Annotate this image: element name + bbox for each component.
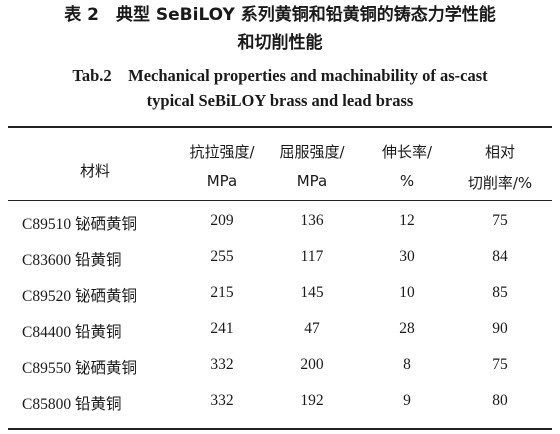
cell-yield: 117	[300, 248, 324, 265]
cell-elongation: 8	[403, 356, 411, 373]
cell-elongation: 30	[399, 248, 415, 265]
cell-yield: 136	[300, 212, 324, 229]
caption-cn-line2: 和切削性能	[237, 33, 323, 53]
caption-cn-line1: 表 2 典型 SeBiLOY 系列黄铜和铅黄铜的铸态力学性能	[64, 5, 496, 25]
cell-yield: 145	[300, 284, 324, 301]
table-top-rule	[8, 126, 552, 128]
header-tensile-line2: MPa	[206, 172, 238, 190]
cell-material: C83600 铅黄铜	[22, 252, 122, 269]
header-yield-line1: 屈服强度/	[279, 143, 345, 161]
cell-material: C84400 铅黄铜	[22, 324, 122, 341]
cell-machinability: 84	[492, 248, 508, 265]
header-machinability-line2: 切削率/%	[467, 174, 533, 192]
header-tensile-line1: 抗拉强度/	[189, 143, 255, 161]
cell-machinability: 75	[492, 356, 508, 373]
cell-yield: 47	[304, 320, 320, 337]
cell-machinability: 80	[492, 392, 508, 409]
cell-machinability: 90	[492, 320, 508, 337]
header-elongation-line2: %	[399, 172, 415, 190]
cell-elongation: 9	[403, 392, 411, 409]
header-elongation-line1: 伸长率/	[381, 143, 433, 161]
cell-yield: 192	[300, 392, 324, 409]
table-header-rule	[8, 200, 552, 201]
cell-elongation: 28	[399, 320, 415, 337]
caption-en-line1: Tab.2 Mechanical properties and machinab…	[72, 66, 488, 85]
cell-tensile: 209	[210, 212, 234, 229]
cell-elongation: 10	[399, 284, 415, 301]
cell-elongation: 12	[399, 212, 415, 229]
cell-material: C89550 铋硒黄铜	[22, 360, 137, 377]
header-material: 材料	[79, 162, 110, 180]
header-yield-line2: MPa	[296, 172, 328, 190]
cell-tensile: 215	[210, 284, 234, 301]
cell-material: C89510 铋硒黄铜	[22, 216, 137, 233]
cell-machinability: 85	[492, 284, 508, 301]
table-bottom-rule	[8, 428, 552, 430]
cell-tensile: 255	[210, 248, 234, 265]
caption-en-line2: typical SeBiLOY brass and lead brass	[146, 91, 414, 110]
cell-tensile: 241	[210, 320, 234, 337]
cell-material: C89520 铋硒黄铜	[22, 288, 137, 305]
header-machinability-line1: 相对	[484, 143, 515, 161]
cell-tensile: 332	[210, 356, 234, 373]
cell-yield: 200	[300, 356, 324, 373]
cell-tensile: 332	[210, 392, 234, 409]
cell-material: C85800 铅黄铜	[22, 396, 122, 413]
cell-machinability: 75	[492, 212, 508, 229]
